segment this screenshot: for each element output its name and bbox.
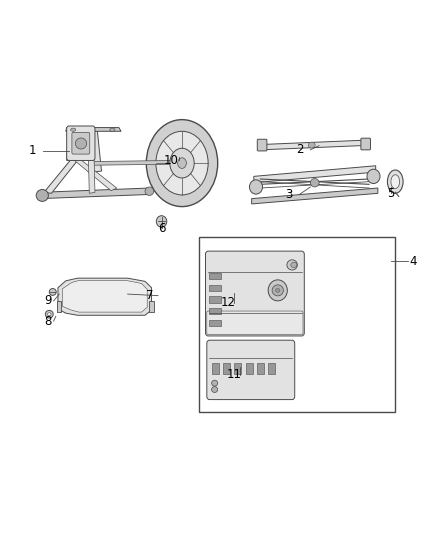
Ellipse shape [146, 119, 218, 207]
Text: 4: 4 [409, 255, 417, 268]
Text: 5: 5 [387, 187, 395, 200]
Text: 7: 7 [145, 289, 153, 302]
Ellipse shape [272, 285, 283, 296]
Polygon shape [257, 363, 264, 374]
Polygon shape [92, 160, 176, 165]
Text: 8: 8 [45, 314, 52, 328]
Text: 1: 1 [29, 144, 36, 157]
Polygon shape [252, 188, 378, 204]
Polygon shape [234, 363, 241, 374]
Ellipse shape [156, 131, 208, 195]
Ellipse shape [276, 288, 280, 292]
Ellipse shape [46, 310, 53, 318]
FancyBboxPatch shape [361, 138, 371, 150]
FancyBboxPatch shape [207, 340, 295, 400]
Polygon shape [209, 308, 221, 314]
Ellipse shape [388, 170, 403, 193]
Polygon shape [58, 278, 152, 316]
Ellipse shape [49, 288, 56, 295]
Ellipse shape [178, 158, 186, 168]
Ellipse shape [367, 169, 380, 183]
Ellipse shape [170, 148, 194, 178]
Polygon shape [212, 363, 219, 374]
Text: 2: 2 [296, 143, 303, 156]
FancyBboxPatch shape [205, 251, 304, 336]
Polygon shape [209, 296, 221, 303]
Ellipse shape [71, 128, 76, 131]
Ellipse shape [250, 180, 262, 194]
Polygon shape [254, 166, 376, 183]
Polygon shape [88, 159, 95, 193]
Polygon shape [209, 273, 221, 279]
Polygon shape [209, 285, 221, 291]
Polygon shape [223, 363, 230, 374]
Polygon shape [209, 319, 221, 326]
Ellipse shape [311, 179, 319, 187]
FancyBboxPatch shape [199, 237, 395, 413]
FancyBboxPatch shape [72, 132, 90, 154]
Ellipse shape [308, 142, 315, 148]
Polygon shape [74, 159, 117, 191]
Ellipse shape [156, 216, 167, 227]
Text: 10: 10 [164, 154, 179, 167]
Ellipse shape [268, 280, 287, 301]
Polygon shape [67, 128, 93, 160]
Ellipse shape [47, 313, 51, 316]
Ellipse shape [291, 262, 297, 268]
FancyBboxPatch shape [67, 126, 95, 160]
Polygon shape [149, 301, 154, 312]
FancyBboxPatch shape [257, 139, 267, 151]
Polygon shape [246, 363, 253, 374]
Ellipse shape [212, 386, 218, 392]
Polygon shape [62, 280, 147, 312]
Polygon shape [57, 301, 61, 312]
Text: 11: 11 [227, 368, 242, 381]
Ellipse shape [110, 128, 115, 131]
Ellipse shape [36, 190, 48, 201]
Polygon shape [260, 140, 362, 150]
Polygon shape [90, 128, 102, 172]
Text: 3: 3 [285, 188, 292, 201]
Text: 6: 6 [158, 222, 165, 235]
Polygon shape [44, 159, 78, 193]
FancyBboxPatch shape [207, 311, 303, 334]
Polygon shape [66, 127, 121, 131]
Polygon shape [40, 188, 152, 199]
Ellipse shape [391, 175, 399, 189]
Ellipse shape [75, 138, 87, 149]
Ellipse shape [287, 260, 297, 270]
Text: 9: 9 [45, 294, 52, 308]
Ellipse shape [212, 380, 218, 386]
Text: 12: 12 [220, 296, 235, 309]
Polygon shape [268, 363, 275, 374]
Ellipse shape [145, 187, 154, 196]
